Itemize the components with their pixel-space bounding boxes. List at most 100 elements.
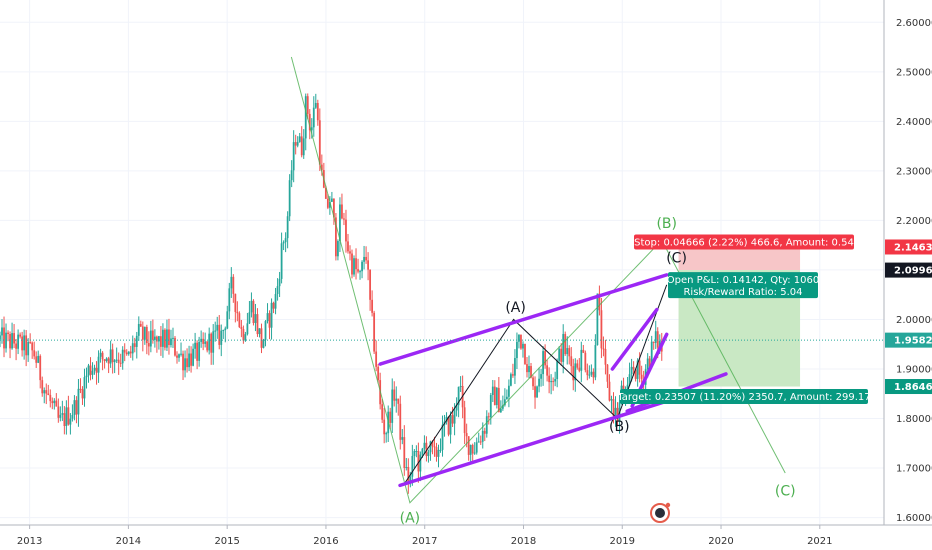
elliott-wave-lines[interactable]	[290, 56, 786, 504]
candle-body	[397, 398, 400, 404]
candle-body	[262, 339, 265, 348]
candle-body	[632, 366, 635, 370]
candle-body	[604, 349, 607, 365]
candle-body	[149, 330, 152, 347]
candle-body	[465, 433, 468, 437]
candle-body	[27, 341, 30, 356]
candle-body	[310, 127, 313, 131]
candle-body	[252, 300, 255, 323]
candle-body	[371, 299, 374, 313]
candle-body	[395, 398, 398, 401]
candle-body	[427, 452, 430, 457]
candle-body	[610, 399, 613, 401]
candle-body	[250, 300, 253, 313]
short-position-zone[interactable]	[678, 246, 801, 387]
candle-body	[469, 444, 472, 455]
candle-body	[212, 331, 215, 353]
candle-body	[520, 334, 522, 349]
candle-body	[234, 293, 237, 312]
candle-body	[608, 381, 611, 401]
candle-body	[568, 348, 571, 357]
candle-body	[164, 329, 166, 348]
candle-body	[278, 278, 281, 287]
tradingview-logo-icon[interactable]	[650, 502, 671, 523]
candle-body	[495, 387, 498, 406]
candle-body	[546, 365, 549, 376]
candle-body	[31, 342, 34, 351]
candle-body	[564, 333, 567, 355]
candle-body	[59, 414, 62, 418]
candle-body	[401, 437, 404, 440]
candle-body	[186, 358, 188, 368]
candle-body	[61, 413, 64, 415]
candle-body	[23, 335, 26, 351]
candle-body	[477, 441, 480, 443]
candle-body	[0, 335, 1, 340]
candle-body	[447, 416, 450, 435]
candle-body	[548, 375, 551, 383]
candle-body	[518, 334, 520, 342]
candle-body	[439, 449, 442, 451]
wave-label: (A)	[505, 300, 526, 316]
candle-body	[151, 330, 154, 340]
candle-body	[536, 386, 538, 398]
candle-body	[298, 136, 301, 142]
candle-body	[155, 336, 158, 342]
y-tick-label: 2.40000	[896, 117, 932, 128]
y-tick-label: 1.70000	[896, 464, 932, 475]
candle-body	[21, 336, 24, 351]
price-tag: 2.14633	[894, 242, 932, 253]
x-tick-label: 2020	[708, 536, 733, 547]
price-tag: 1.86460	[894, 382, 932, 393]
candle-body	[399, 403, 402, 440]
candle-body	[471, 444, 474, 454]
candle-body	[202, 338, 205, 344]
candle-body	[324, 187, 327, 199]
candle-body	[258, 328, 261, 335]
candle-body	[107, 358, 110, 364]
candle-body	[178, 354, 180, 358]
stop-loss-zone[interactable]	[678, 246, 801, 271]
candle-body	[459, 385, 462, 387]
candle-body	[421, 448, 424, 455]
candle-body	[226, 311, 229, 329]
x-tick-label: 2016	[313, 536, 338, 547]
candle-body	[445, 416, 448, 422]
candle-body	[160, 336, 162, 347]
candle-body	[510, 374, 512, 386]
candle-body	[413, 451, 416, 456]
candle-body	[115, 359, 118, 361]
candle-body	[172, 337, 174, 339]
candle-body	[544, 351, 547, 366]
elliott-wave-green-line[interactable]	[290, 56, 786, 504]
candle-body	[304, 96, 307, 139]
trend-channel-line[interactable]	[398, 399, 669, 488]
candle-body	[646, 358, 649, 370]
candle-body	[385, 433, 388, 435]
candle-body	[87, 365, 90, 376]
x-axis-ticks: 2013 2014 2015 2016 2017 2018 2019 2020 2021	[17, 525, 833, 547]
candle-body	[403, 437, 406, 468]
candle-body	[11, 333, 13, 349]
y-tick-label: 2.60000	[896, 18, 932, 29]
candle-body	[123, 349, 126, 353]
candle-body	[67, 407, 70, 425]
target-label: Target: 0.23507 (11.20%) 2350.7, Amount:…	[616, 392, 870, 403]
candle-body	[485, 416, 488, 434]
candle-body	[113, 360, 116, 363]
trend-channel-line[interactable]	[610, 307, 659, 371]
trend-channel-line[interactable]	[378, 273, 669, 366]
candle-body	[276, 286, 279, 295]
candle-body	[264, 321, 267, 340]
candle-body	[282, 242, 285, 244]
elliott-wave-black-line[interactable]	[404, 284, 668, 484]
candle-body	[507, 385, 510, 397]
candle-body	[314, 103, 317, 108]
candle-body	[280, 243, 283, 279]
candle-body	[17, 334, 20, 349]
candle-body	[137, 323, 140, 336]
candle-body	[335, 217, 337, 257]
candle-body	[49, 394, 52, 402]
price-tag: 1.95825	[894, 336, 932, 347]
